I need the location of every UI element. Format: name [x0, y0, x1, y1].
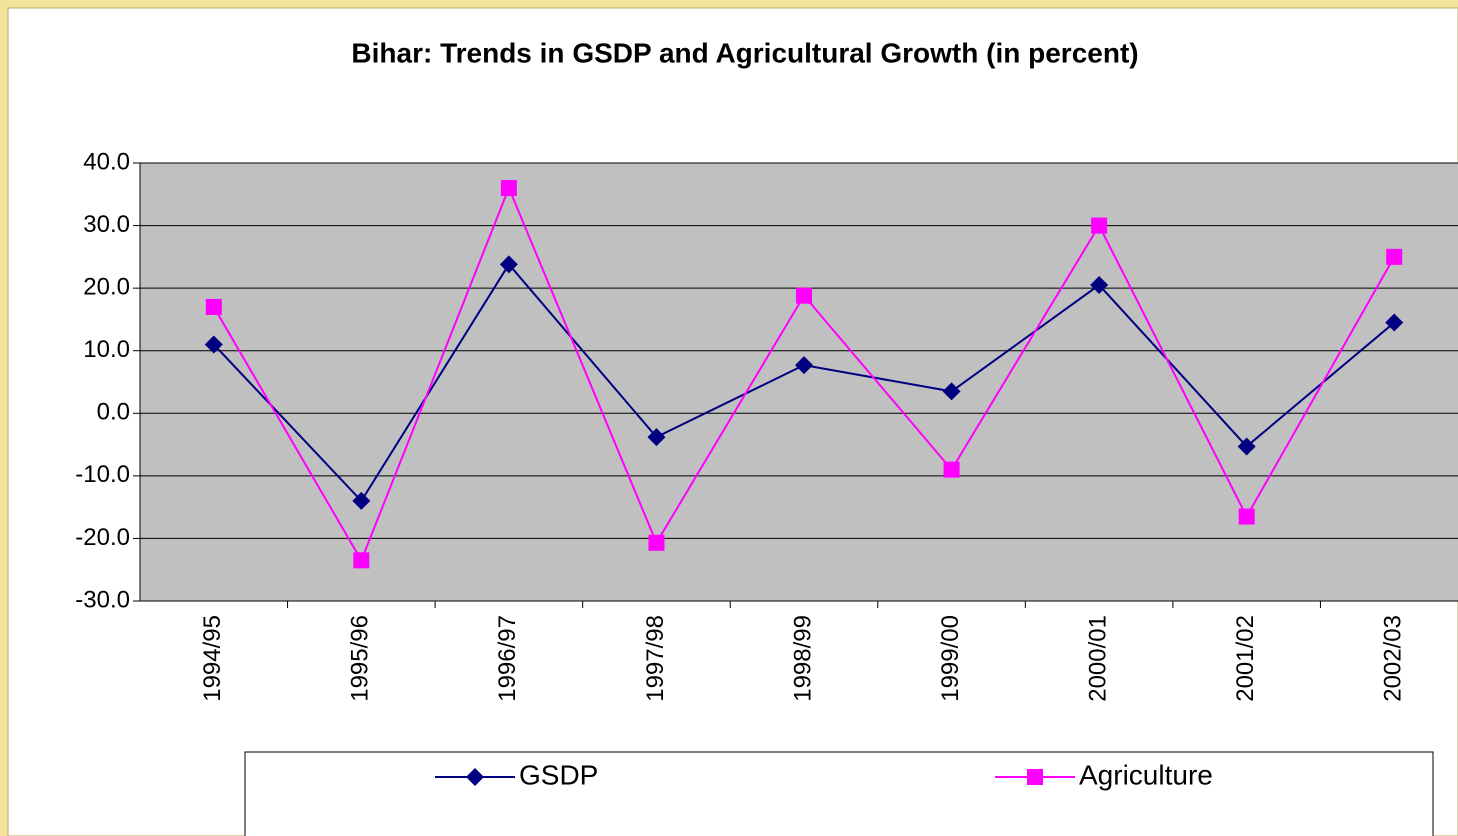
point — [205, 298, 222, 315]
x-tick-label: 2001/02 — [1232, 615, 1259, 702]
legend — [244, 751, 1434, 836]
plot-area — [139, 162, 1458, 602]
point — [500, 180, 517, 197]
point — [1386, 248, 1403, 265]
point — [1090, 276, 1109, 295]
point — [352, 491, 371, 510]
x-tick-label: 1995/96 — [347, 615, 374, 702]
point — [499, 255, 518, 274]
y-tick-label: 40.0 — [83, 148, 130, 175]
y-tick-label: 30.0 — [83, 211, 130, 238]
point — [942, 382, 961, 401]
point — [353, 552, 370, 569]
x-tick-label: 1997/98 — [642, 615, 669, 702]
point — [796, 287, 812, 304]
x-tick-label: 2002/03 — [1380, 615, 1407, 702]
point — [1237, 437, 1256, 456]
y-tick-label: -10.0 — [75, 461, 130, 488]
point — [647, 428, 666, 447]
x-tick-label: 1998/99 — [789, 615, 816, 702]
x-tick-label: 1999/00 — [937, 615, 964, 702]
point — [1091, 217, 1108, 234]
legend-label: GSDP — [519, 759, 598, 790]
chart-title: Bihar: Trends in GSDP and Agricultural G… — [351, 37, 1138, 68]
y-tick-label: 10.0 — [83, 336, 130, 363]
point — [943, 461, 960, 478]
point — [204, 335, 223, 354]
y-tick-label: -20.0 — [75, 524, 130, 551]
y-tick-label: 20.0 — [83, 273, 130, 300]
x-tick-label: 2000/01 — [1084, 615, 1111, 702]
legend-label: Agriculture — [1079, 759, 1213, 790]
x-tick-label: 1994/95 — [199, 615, 226, 702]
x-tick-label: 1996/97 — [494, 615, 521, 702]
y-tick-label: 0.0 — [97, 399, 130, 426]
point — [648, 534, 665, 551]
legend-marker — [1027, 769, 1043, 785]
y-tick-label: -30.0 — [75, 586, 130, 613]
point — [1238, 508, 1255, 525]
point — [1385, 313, 1404, 332]
point — [795, 356, 813, 375]
legend-marker — [466, 768, 484, 786]
